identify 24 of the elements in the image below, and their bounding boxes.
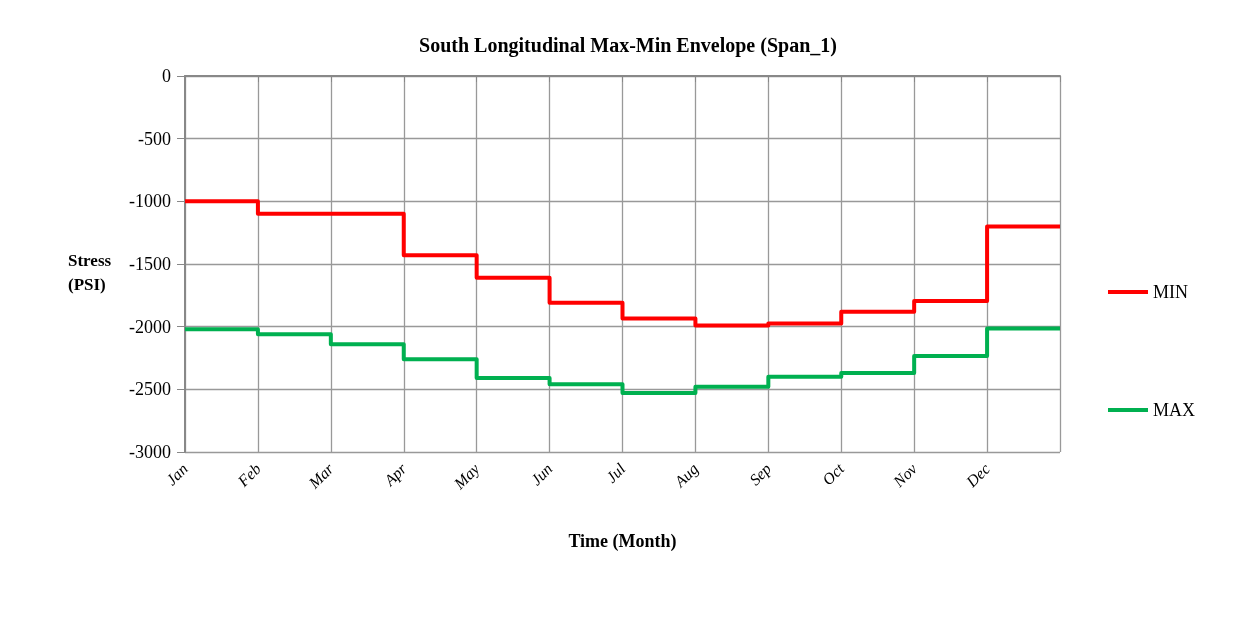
x-tick-label: May bbox=[449, 459, 485, 494]
x-tick-label: Oct bbox=[818, 459, 848, 489]
x-tick-label: Nov bbox=[889, 459, 921, 491]
x-tick-label: Dec bbox=[962, 459, 994, 491]
legend-label: MAX bbox=[1153, 400, 1196, 420]
y-tick-label: -2500 bbox=[129, 379, 171, 400]
y-tick-label: -500 bbox=[138, 128, 171, 149]
y-tick-label: -1000 bbox=[129, 191, 171, 212]
y-axis-title: Stress (PSI) bbox=[68, 250, 112, 294]
x-tick-label: Aug bbox=[670, 459, 703, 492]
x-tick-label: Sep bbox=[745, 459, 776, 490]
x-tick-label: Jan bbox=[162, 459, 192, 489]
legend-label: MIN bbox=[1153, 282, 1188, 302]
x-tick-label: Jul bbox=[602, 459, 629, 486]
y-tick-label: 0 bbox=[162, 66, 171, 86]
x-tick-label: Mar bbox=[304, 459, 338, 493]
x-tick-label: Jun bbox=[527, 459, 556, 489]
x-tick-label: Apr bbox=[380, 459, 412, 491]
x-tick-label: Feb bbox=[233, 459, 264, 491]
y-tick-label: -3000 bbox=[129, 442, 171, 462]
y-tick-label: -2000 bbox=[129, 316, 171, 337]
x-axis-title: Time (Month) bbox=[568, 531, 677, 552]
chart-title: South Longitudinal Max-Min Envelope (Span_1) bbox=[419, 34, 837, 57]
y-tick-label: -1500 bbox=[129, 254, 171, 274]
